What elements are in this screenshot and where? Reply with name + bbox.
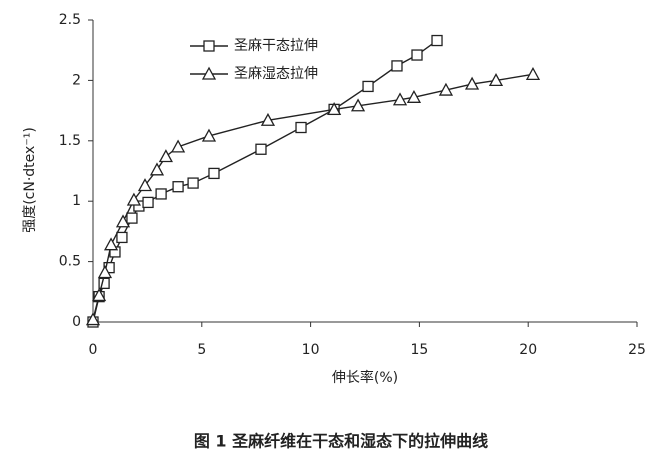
marker	[406, 89, 422, 103]
y-tick-label: 0.5	[59, 254, 81, 270]
marker	[411, 49, 423, 61]
marker	[295, 121, 307, 134]
marker	[155, 188, 167, 200]
marker	[391, 60, 403, 72]
marker	[126, 212, 138, 224]
legend-marker	[201, 66, 217, 80]
marker	[126, 192, 142, 206]
marker	[208, 167, 220, 180]
marker	[327, 102, 342, 116]
x-tick-label: 5	[197, 342, 206, 358]
marker	[392, 92, 408, 106]
x-tick-label: 0	[89, 342, 98, 358]
y-tick-label: 0	[72, 314, 81, 330]
marker	[260, 112, 276, 126]
marker	[525, 67, 541, 81]
y-tick-label: 2	[72, 72, 81, 88]
y-axis-label: 强度(cN·dtex⁻¹)	[22, 127, 38, 233]
x-tick-label: 10	[302, 342, 320, 358]
marker	[431, 34, 443, 47]
marker	[255, 143, 267, 155]
x-tick-label: 25	[628, 342, 646, 358]
marker	[172, 181, 184, 193]
x-axis-label: 伸长率(%)	[332, 369, 398, 386]
x-tick-label: 15	[410, 342, 428, 358]
legend-label: 圣麻干态拉伸	[234, 38, 318, 54]
marker	[201, 128, 217, 142]
marker	[187, 177, 199, 189]
caption: 图 1 圣麻纤维在干态和湿态下的拉伸曲线	[194, 432, 488, 451]
legend-label: 圣麻湿态拉伸	[234, 66, 318, 82]
marker	[350, 98, 366, 112]
y-tick-label: 2.5	[59, 12, 81, 28]
marker	[137, 178, 153, 192]
marker	[158, 149, 173, 163]
marker	[149, 162, 165, 176]
marker	[488, 73, 504, 87]
marker	[116, 231, 128, 244]
marker	[97, 265, 113, 279]
marker	[464, 76, 480, 90]
marker	[91, 288, 107, 302]
y-tick-label: 1.5	[59, 133, 81, 149]
marker	[170, 139, 186, 153]
marker	[438, 82, 454, 96]
series-line	[92, 73, 534, 320]
marker	[85, 312, 101, 326]
x-tick-label: 20	[519, 342, 537, 358]
marker	[103, 237, 119, 251]
marker	[115, 214, 131, 228]
legend-marker	[203, 40, 215, 52]
marker	[142, 196, 154, 209]
marker	[362, 80, 374, 93]
y-tick-label: 1	[72, 193, 81, 209]
